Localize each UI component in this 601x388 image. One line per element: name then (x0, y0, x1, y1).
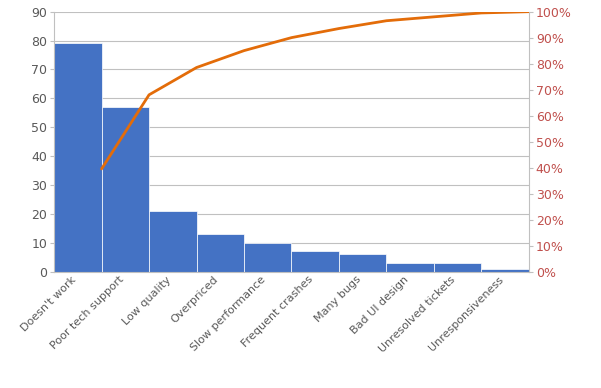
Bar (434, 263, 481, 272)
Bar (339, 254, 386, 272)
Bar (149, 211, 197, 272)
Bar (291, 251, 339, 272)
Bar (244, 243, 291, 272)
Bar (102, 107, 149, 272)
Bar (54, 43, 102, 272)
Bar (197, 234, 244, 272)
Bar (481, 269, 529, 272)
Bar (386, 263, 434, 272)
